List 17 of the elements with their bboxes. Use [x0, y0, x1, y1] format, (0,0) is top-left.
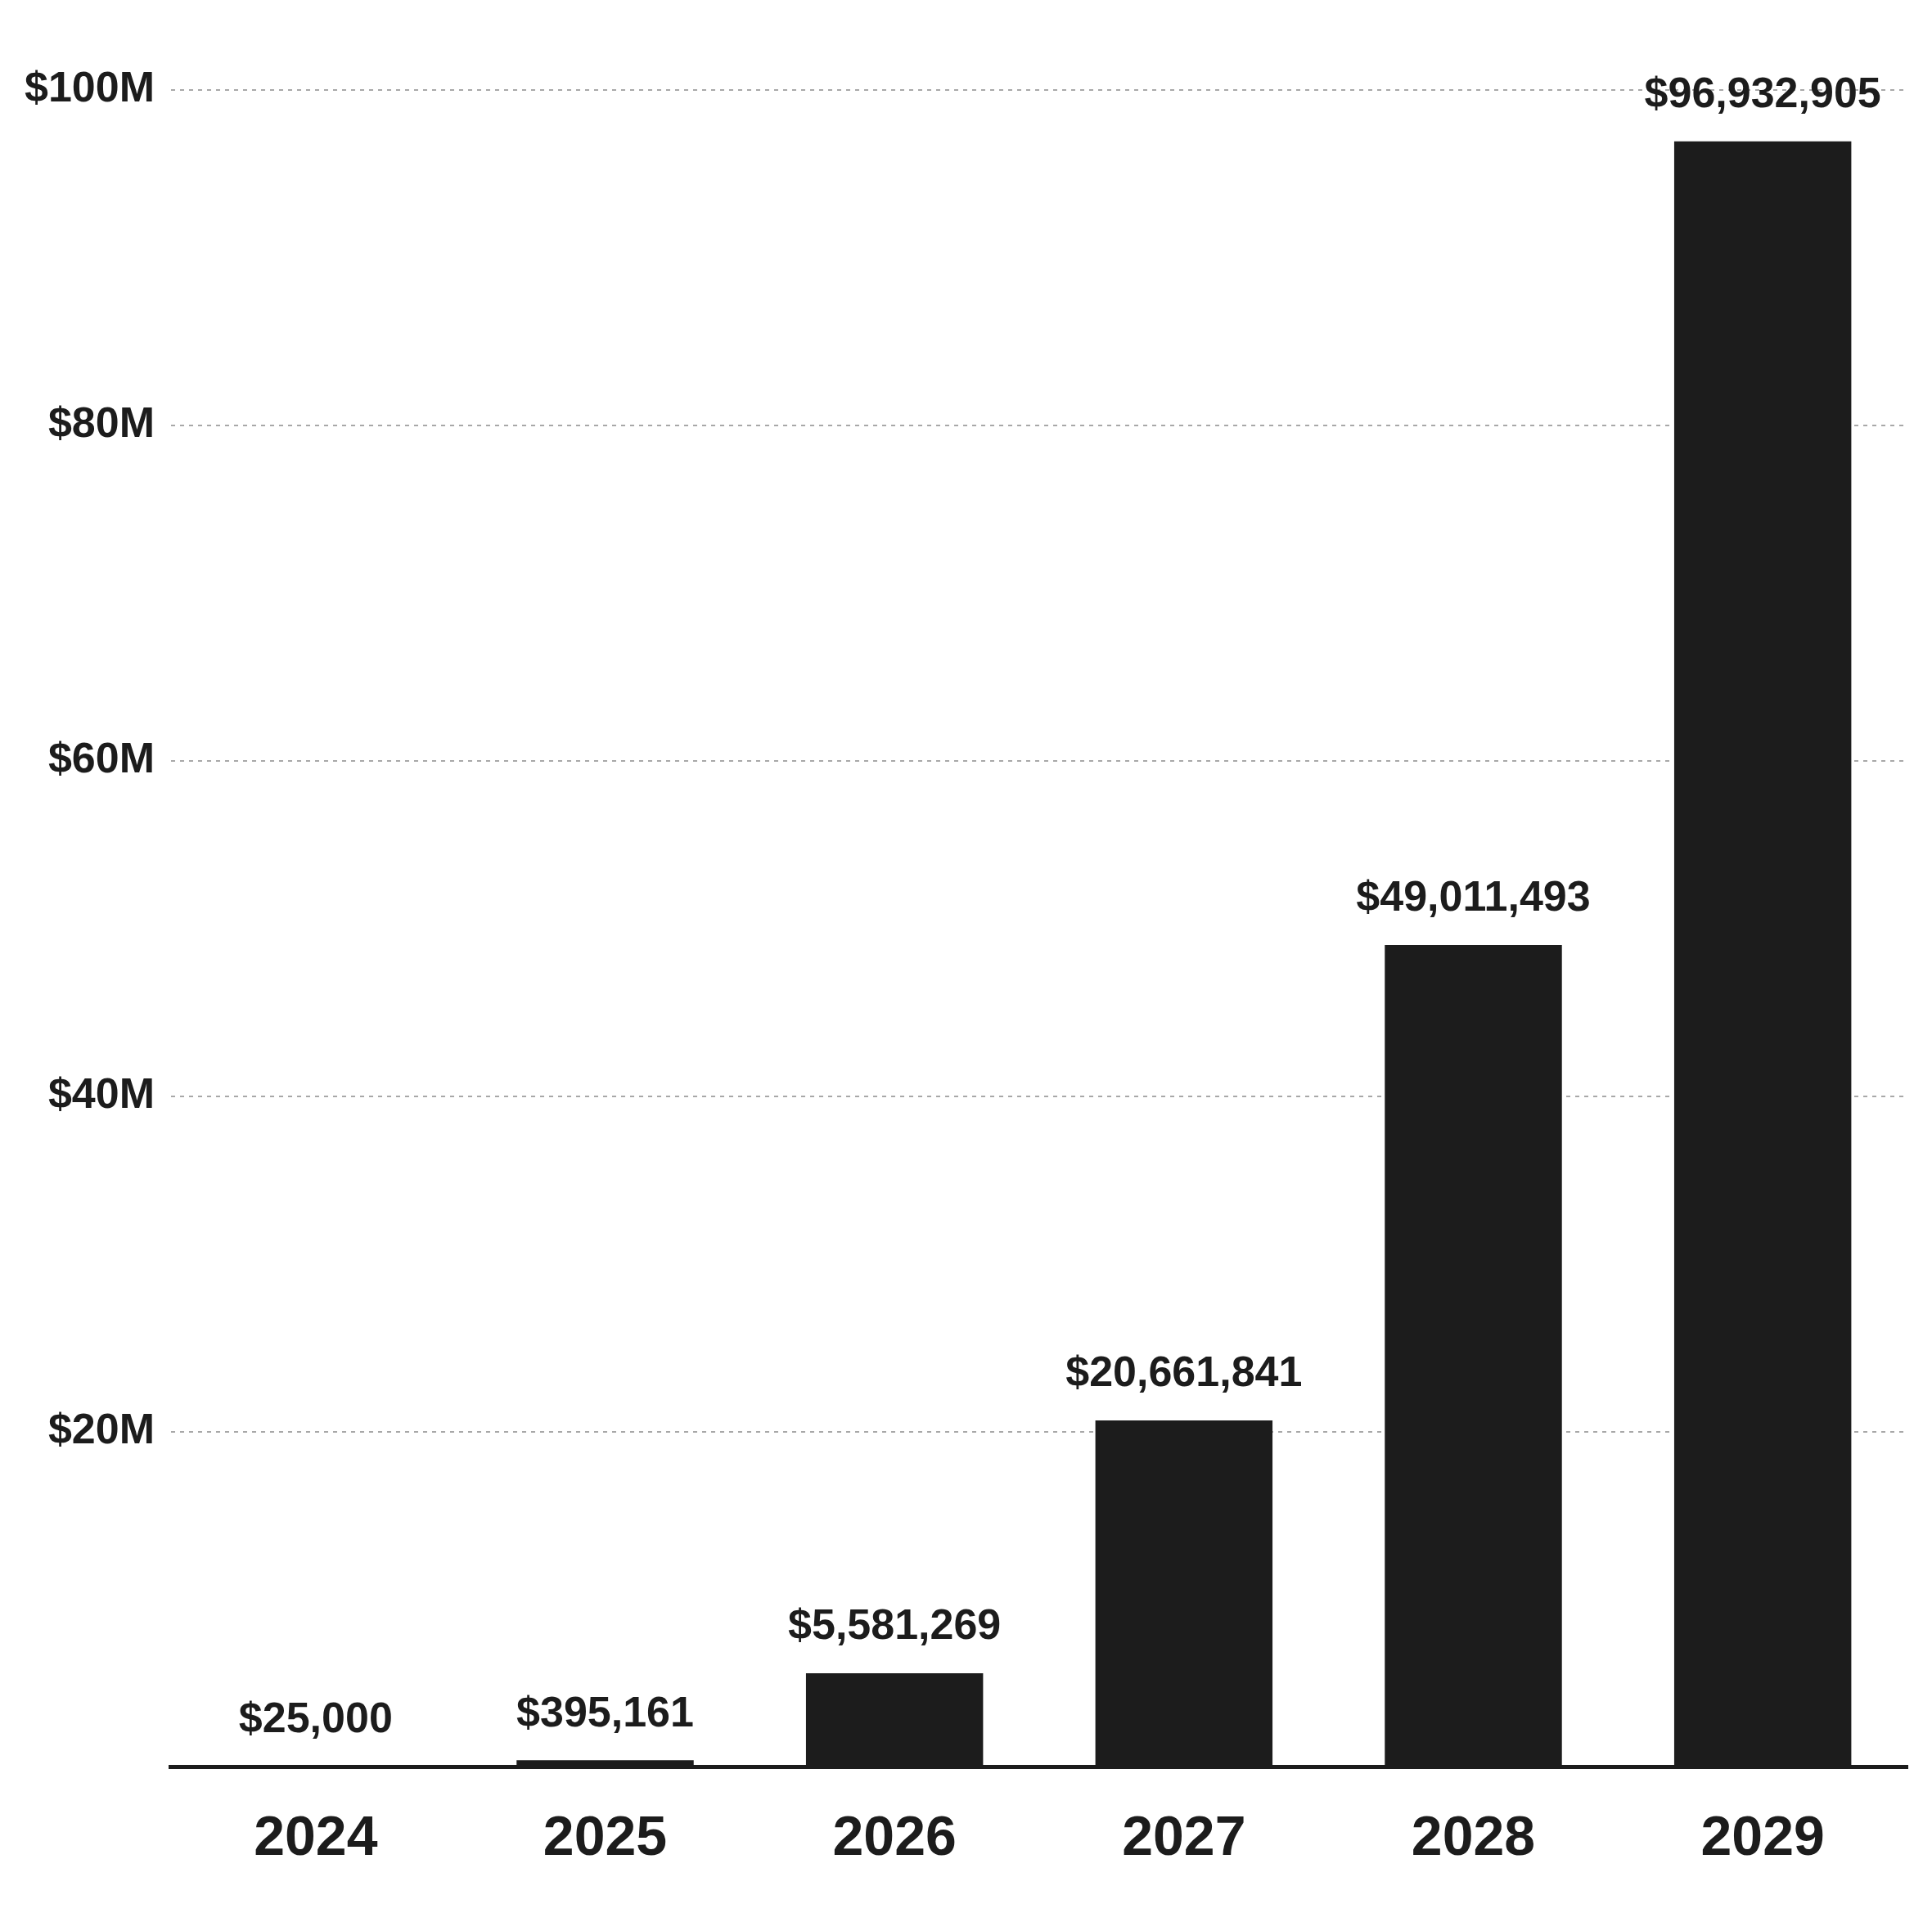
y-tick-label: $20M [47, 1404, 155, 1452]
x-tick-label: 2028 [1411, 1803, 1536, 1866]
data-label: $49,011,493 [1356, 872, 1591, 920]
x-tick-label: 2029 [1700, 1803, 1825, 1866]
x-tick-label: 2025 [543, 1803, 668, 1866]
data-label: $395,161 [516, 1687, 694, 1735]
y-tick-label: $60M [47, 734, 155, 782]
data-label: $5,581,269 [788, 1600, 1002, 1649]
data-label: $20,661,841 [1065, 1348, 1303, 1396]
x-tick-label: 2024 [254, 1803, 378, 1866]
y-tick-label: $80M [47, 398, 155, 447]
data-label: $25,000 [238, 1694, 393, 1742]
y-tick-label: $100M [25, 63, 155, 111]
x-tick-label: 2027 [1122, 1803, 1246, 1866]
data-label: $96,932,905 [1644, 69, 1881, 117]
y-tick-label: $40M [47, 1069, 155, 1117]
x-tick-label: 2026 [832, 1803, 957, 1866]
